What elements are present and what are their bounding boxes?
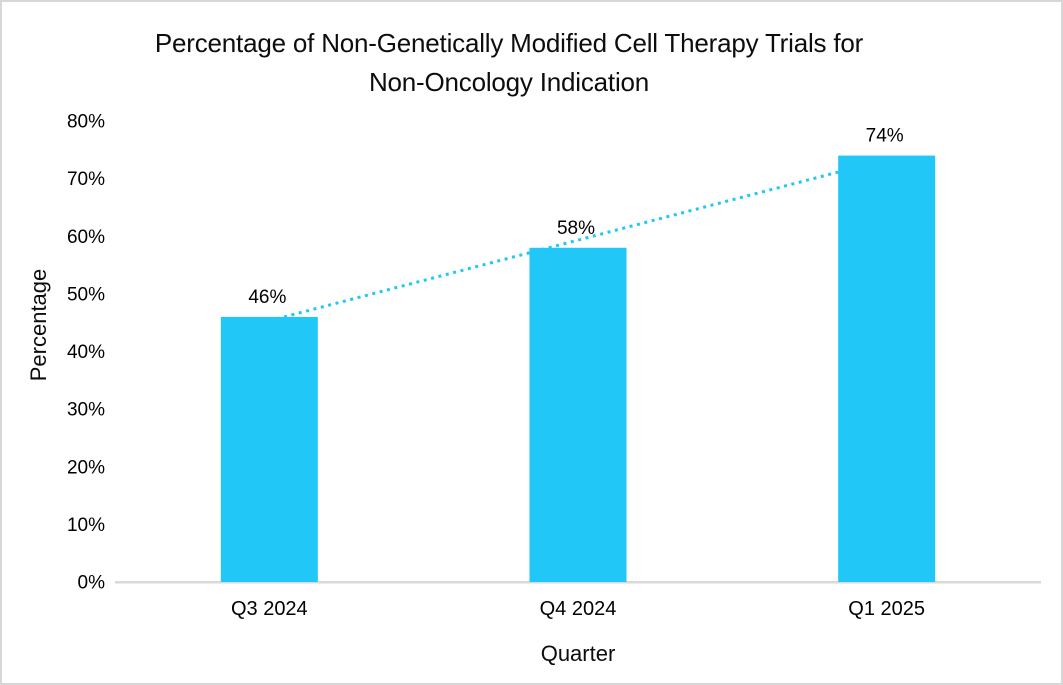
chart-title: Percentage of Non-Genetically Modified C…: [2, 24, 1016, 102]
y-tick-label: 80%: [67, 112, 105, 133]
y-tick-label: 70%: [67, 169, 105, 190]
bar-data-label: 74%: [866, 126, 904, 147]
x-tick-label: Q3 2024: [231, 598, 308, 620]
y-axis-title: Percentage: [26, 268, 51, 382]
y-tick-label: 10%: [67, 515, 105, 536]
bar-q3-2024: [220, 316, 318, 582]
chart-title-line-1: Percentage of Non-Genetically Modified C…: [154, 28, 864, 58]
y-tick-label: 60%: [67, 227, 105, 248]
y-tick-label: 30%: [67, 400, 105, 421]
x-tick-label: Q4 2024: [540, 598, 617, 620]
x-axis-title: Quarter: [540, 641, 616, 666]
y-tick-label: 0%: [78, 573, 106, 594]
x-tick-label: Q1 2025: [848, 598, 925, 620]
y-tick-label: 40%: [67, 342, 105, 363]
bar-q4-2024: [529, 247, 627, 582]
bar-q1-2025: [838, 155, 936, 582]
x-axis-line: [115, 581, 1041, 584]
y-tick-label: 20%: [67, 457, 105, 478]
bar-data-label: 58%: [557, 218, 595, 239]
chart-title-line-2: Non-Oncology Indication: [368, 67, 650, 97]
y-tick-label: 50%: [67, 284, 105, 305]
bar-data-label: 46%: [248, 287, 286, 308]
